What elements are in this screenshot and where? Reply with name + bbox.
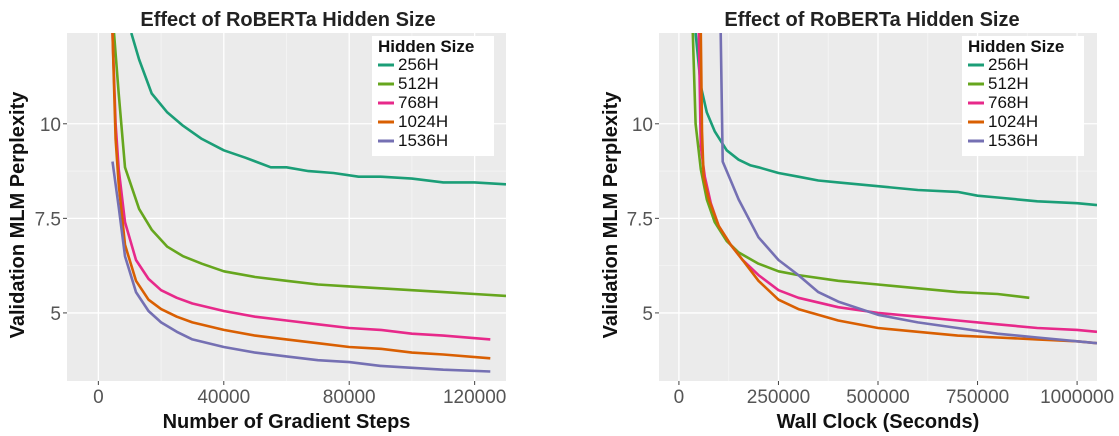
legend-label-512H: 512H — [988, 74, 1029, 93]
legend-title: Hidden Size — [378, 37, 474, 56]
series-line-1024H — [699, 33, 1097, 345]
y-tick-label: 5 — [50, 304, 61, 325]
y-tick-label: 5 — [642, 304, 653, 325]
y-tick-label: 10 — [40, 115, 61, 136]
x-axis-label: Wall Clock (Seconds) — [777, 411, 980, 433]
legend-label-768H: 768H — [988, 93, 1029, 112]
series-line-1536H — [719, 33, 1097, 345]
x-tick-label: 40000 — [197, 387, 250, 408]
legend-box — [372, 36, 494, 156]
y-axis-label: Validation MLM Perplexity — [600, 91, 622, 339]
series-line-768H — [111, 33, 491, 341]
legend-label-512H: 512H — [398, 74, 439, 93]
series-line-512H — [691, 33, 1030, 300]
y-tick-label: 10 — [632, 115, 653, 136]
x-tick-label: 0 — [674, 387, 685, 408]
legend-label-1536H: 1536H — [988, 131, 1038, 150]
legend-box — [962, 36, 1084, 156]
chart-title: Effect of RoBERTa Hidden Size — [140, 9, 435, 31]
y-tick-label: 7.5 — [35, 209, 61, 230]
chart-gradient-steps: 0 40000 80000 120000 5 7.5 10 Effect of RoBERTa… — [7, 9, 506, 433]
legend-label-1536H: 1536H — [398, 131, 448, 150]
x-tick-label: 120000 — [443, 387, 506, 408]
x-tick-label: 1000000 — [1040, 387, 1114, 408]
x-tick-label: 0 — [93, 387, 104, 408]
x-tick-label: 750000 — [946, 387, 1009, 408]
series-line-1536H — [111, 161, 491, 373]
series-line-1024H — [111, 33, 491, 360]
legend-label-768H: 768H — [398, 93, 439, 112]
y-axis-label: Validation MLM Perplexity — [7, 91, 29, 339]
chart-title: Effect of RoBERTa Hidden Size — [724, 9, 1019, 31]
x-tick-label: 250000 — [747, 387, 810, 408]
x-tick-label: 500000 — [846, 387, 909, 408]
legend-title: Hidden Size — [968, 37, 1064, 56]
y-tick-label: 7.5 — [627, 209, 653, 230]
x-axis-label: Number of Gradient Steps — [163, 411, 411, 433]
legend-label-256H: 256H — [988, 55, 1029, 74]
legend-label-256H: 256H — [398, 55, 439, 74]
series-line-256H — [130, 33, 506, 186]
series-line-256H — [694, 33, 1097, 207]
series-line-512H — [112, 33, 506, 298]
legend-label-1024H: 1024H — [988, 112, 1038, 131]
chart-wall-clock: 0 250000 500000 750000 1000000 5 7.5 10 Effect o… — [600, 9, 1114, 433]
x-tick-label: 80000 — [323, 387, 376, 408]
legend-label-1024H: 1024H — [398, 112, 448, 131]
